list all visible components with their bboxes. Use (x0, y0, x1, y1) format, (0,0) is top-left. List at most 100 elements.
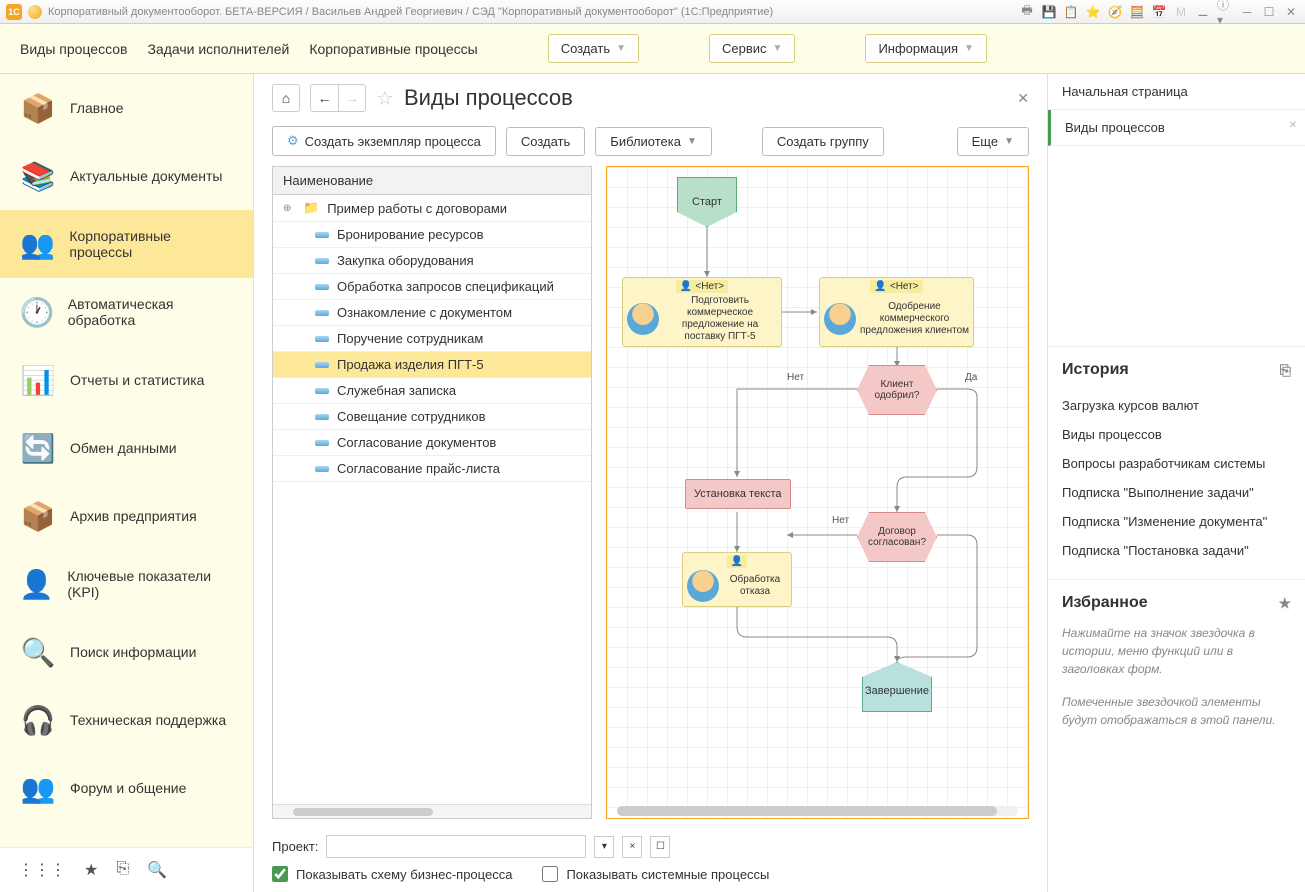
menu-service-button[interactable]: Сервис▼ (709, 34, 795, 63)
display-icon[interactable]: ⚊ (1195, 4, 1211, 20)
close-tab-button[interactable]: ✕ (1017, 90, 1029, 107)
history-item[interactable]: Подписка "Изменение документа" (1062, 507, 1291, 536)
library-button[interactable]: Библиотека▼ (595, 127, 712, 156)
tree-row[interactable]: Согласование прайс-листа (273, 456, 591, 482)
tree-row[interactable]: Продажа изделия ПГТ-5 (273, 352, 591, 378)
tree-row[interactable]: Обработка запросов спецификаций (273, 274, 591, 300)
project-dropdown-button[interactable]: ▾ (594, 836, 614, 858)
sidebar-item-label: Обмен данными (70, 440, 177, 456)
sidebar-item-9[interactable]: 🎧Техническая поддержка (0, 686, 253, 754)
menu-process-types[interactable]: Виды процессов (20, 41, 127, 57)
menu-tasks[interactable]: Задачи исполнителей (147, 41, 289, 57)
sidebar-item-3[interactable]: 🕐Автоматическая обработка (0, 278, 253, 346)
nav-icon[interactable]: 🧭 (1107, 4, 1123, 20)
edge-label-no-1: Нет (787, 372, 804, 383)
sidebar-item-2[interactable]: 👥Корпоративные процессы (0, 210, 253, 278)
project-input[interactable] (326, 835, 586, 858)
history-item[interactable]: Виды процессов (1062, 420, 1291, 449)
home-button[interactable]: ⌂ (272, 84, 300, 112)
tree-row[interactable]: Согласование документов (273, 430, 591, 456)
history-expand-icon[interactable]: ⎘ (1280, 362, 1291, 379)
tree-row[interactable]: Совещание сотрудников (273, 404, 591, 430)
item-icon (315, 336, 329, 342)
right-tab-0[interactable]: Начальная страница (1048, 74, 1305, 110)
create-button[interactable]: Создать (506, 127, 585, 156)
diagram-canvas[interactable]: Старт 👤<Нет> Подготовить коммерческое пр… (606, 166, 1029, 819)
calendar-icon[interactable]: 📅 (1151, 4, 1167, 20)
tab-label: Виды процессов (1065, 120, 1165, 135)
calc-icon[interactable]: 🧮 (1129, 4, 1145, 20)
sidebar-icon: 🎧 (18, 700, 58, 740)
tree-row[interactable]: Закупка оборудования (273, 248, 591, 274)
history-item[interactable]: Загрузка курсов валют (1062, 391, 1291, 420)
item-icon (315, 310, 329, 316)
sidebar-item-6[interactable]: 📦Архив предприятия (0, 482, 253, 550)
sidebar-item-label: Отчеты и статистика (70, 372, 204, 388)
tree-row-label: Согласование прайс-листа (337, 461, 500, 476)
sidebar-icon: 📊 (18, 360, 58, 400)
create-group-button[interactable]: Создать группу (762, 127, 884, 156)
close-icon[interactable]: ✕ (1283, 4, 1299, 20)
tree-body: ⊕📁Пример работы с договорамиБронирование… (273, 195, 591, 804)
project-open-button[interactable]: ☐ (650, 836, 670, 858)
project-clear-button[interactable]: × (622, 836, 642, 858)
more-button[interactable]: Еще▼ (957, 127, 1029, 156)
favorites-star-icon[interactable]: ★ (1278, 595, 1291, 612)
tree-row-label: Продажа изделия ПГТ-5 (337, 357, 484, 372)
diagram-scrollbar[interactable] (617, 806, 1018, 816)
node-task-approve[interactable]: 👤<Нет> Одобрение коммерческого предложен… (819, 277, 974, 347)
maximize-icon[interactable]: ☐ (1261, 4, 1277, 20)
minimize-icon[interactable]: ─ (1239, 4, 1255, 20)
node-task-reject[interactable]: 👤 Обработка отказа (682, 552, 792, 607)
sidebar: 📦Главное📚Актуальные документы👥Корпоратив… (0, 74, 254, 892)
m-icon[interactable]: M (1173, 4, 1189, 20)
history-item[interactable]: Подписка "Постановка задачи" (1062, 536, 1291, 565)
item-icon (315, 232, 329, 238)
sidebar-icon: 🔄 (18, 428, 58, 468)
tree-header[interactable]: Наименование (273, 167, 591, 195)
tree-row[interactable]: ⊕📁Пример работы с договорами (273, 195, 591, 222)
clipboard-icon[interactable]: 📋 (1063, 4, 1079, 20)
tree-scrollbar[interactable] (273, 804, 591, 818)
menu-info-button[interactable]: Информация▼ (865, 34, 987, 63)
apps-icon[interactable]: ⋮⋮⋮ (18, 860, 66, 880)
create-instance-button[interactable]: ⚙Создать экземпляр процесса (272, 126, 496, 156)
print-icon[interactable]: 🖶 (1019, 4, 1035, 20)
node-decision-client[interactable]: Клиент одобрил? (857, 365, 937, 415)
history-item[interactable]: Вопросы разработчикам системы (1062, 449, 1291, 478)
item-icon (315, 466, 329, 472)
node-decision-contract[interactable]: Договор согласован? (857, 512, 937, 562)
right-panel: Начальная страницаВиды процессов✕ Истори… (1047, 74, 1305, 892)
info-icon[interactable]: ⓘ ▾ (1217, 4, 1233, 20)
star-icon[interactable]: ⭐ (1085, 4, 1101, 20)
forward-button[interactable]: → (338, 84, 366, 112)
node-task-prepare[interactable]: 👤<Нет> Подготовить коммерческое предложе… (622, 277, 782, 347)
show-schema-checkbox[interactable]: Показывать схему бизнес-процесса (272, 866, 512, 882)
menu-corp-processes[interactable]: Корпоративные процессы (309, 41, 477, 57)
search-icon[interactable]: 🔍 (147, 860, 167, 880)
right-tab-1[interactable]: Виды процессов ✕ (1048, 110, 1305, 146)
sidebar-item-0[interactable]: 📦Главное (0, 74, 253, 142)
history-item[interactable]: Подписка "Выполнение задачи" (1062, 478, 1291, 507)
menu-create-button[interactable]: Создать▼ (548, 34, 639, 63)
node-set-text[interactable]: Установка текста (685, 479, 791, 509)
show-system-checkbox[interactable]: Показывать системные процессы (542, 866, 769, 882)
favorite-icon[interactable]: ★ (84, 860, 98, 880)
app-circle-icon (28, 5, 42, 19)
sidebar-item-10[interactable]: 👥Форум и общение (0, 754, 253, 822)
tree-row[interactable]: Служебная записка (273, 378, 591, 404)
history-icon[interactable]: ⎘ (116, 860, 129, 880)
tree-row[interactable]: Поручение сотрудникам (273, 326, 591, 352)
sidebar-item-1[interactable]: 📚Актуальные документы (0, 142, 253, 210)
sidebar-item-label: Главное (70, 100, 124, 116)
sidebar-item-5[interactable]: 🔄 Обмен данными (0, 414, 253, 482)
sidebar-item-8[interactable]: 🔍Поиск информации (0, 618, 253, 686)
sidebar-item-4[interactable]: 📊 Отчеты и статистика (0, 346, 253, 414)
tree-row[interactable]: Ознакомление с документом (273, 300, 591, 326)
sidebar-item-7[interactable]: 👤Ключевые показатели (KPI) (0, 550, 253, 618)
tab-close-icon[interactable]: ✕ (1289, 120, 1297, 131)
back-button[interactable]: ← (310, 84, 338, 112)
tree-row[interactable]: Бронирование ресурсов (273, 222, 591, 248)
save-icon[interactable]: 💾 (1041, 4, 1057, 20)
favorite-toggle-icon[interactable]: ☆ (376, 86, 394, 111)
